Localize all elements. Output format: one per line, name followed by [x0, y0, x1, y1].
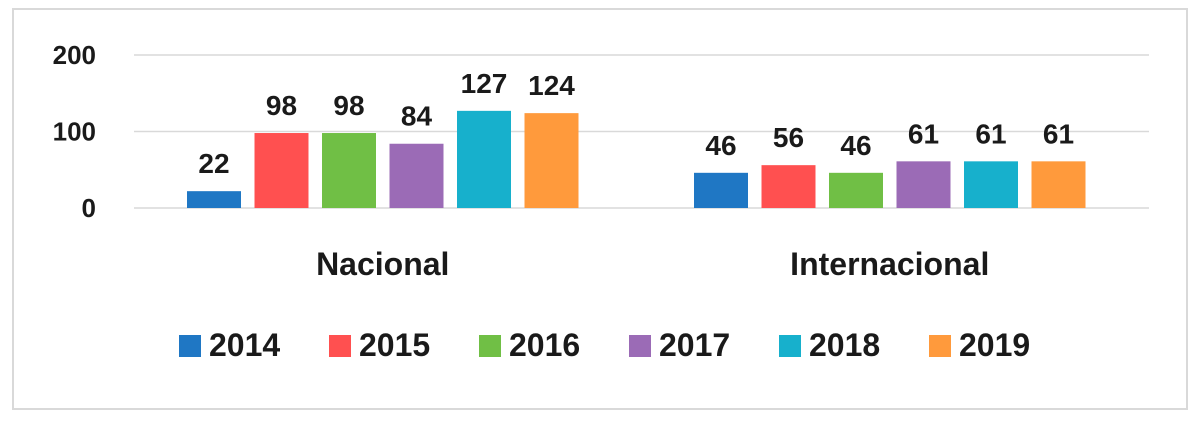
legend-item-2016: 2016: [479, 327, 580, 363]
legend-swatch: [329, 335, 351, 357]
legend-swatch: [779, 335, 801, 357]
legend-label: 2015: [359, 327, 430, 363]
bar-2017-internacional: [896, 161, 951, 208]
data-label: 56: [773, 122, 804, 153]
bars: [187, 110, 1086, 208]
data-label: 84: [401, 101, 433, 132]
legend-item-2017: 2017: [629, 327, 730, 363]
legend-item-2014: 2014: [179, 327, 280, 363]
data-label: 61: [1043, 118, 1074, 149]
data-label: 46: [705, 130, 736, 161]
data-label: 22: [198, 148, 229, 179]
bar-2018-nacional: [457, 110, 511, 208]
legend-item-2018: 2018: [779, 327, 880, 363]
bar-2016-internacional: [829, 172, 883, 208]
legend-label: 2016: [509, 327, 580, 363]
legend-swatch: [929, 335, 951, 357]
data-label: 98: [333, 90, 364, 121]
bar-2018-internacional: [964, 161, 1018, 208]
bar-2016-nacional: [322, 133, 376, 208]
data-label: 127: [461, 68, 508, 99]
legend-label: 2019: [959, 327, 1030, 363]
data-labels: 22 98 98 84 127 124 46 56 46 61 61 61: [198, 68, 1074, 179]
y-tick-label: 200: [53, 40, 96, 70]
legend-swatch: [179, 335, 201, 357]
data-label: 61: [975, 118, 1006, 149]
y-axis-ticks: 0 100 200: [53, 40, 96, 223]
bar-2019-nacional: [524, 113, 579, 208]
data-label: 98: [266, 90, 297, 121]
bar-2015-nacional: [254, 133, 309, 208]
bar-2014-nacional: [187, 191, 241, 208]
legend-swatch: [629, 335, 651, 357]
legend-item-2019: 2019: [929, 327, 1030, 363]
legend-label: 2018: [809, 327, 880, 363]
bar-chart: 0 100 200 22 98 98 84 127 124 46 56 46 61 61 61 Nacio…: [53, 40, 1149, 363]
legend-label: 2014: [209, 327, 280, 363]
category-label: Internacional: [790, 246, 989, 282]
data-label: 61: [908, 118, 939, 149]
legend-label: 2017: [659, 327, 730, 363]
x-axis-categories: Nacional Internacional: [316, 246, 989, 282]
data-label: 46: [840, 130, 871, 161]
data-label: 124: [528, 70, 575, 101]
bar-2014-internacional: [694, 172, 748, 208]
y-tick-label: 0: [82, 193, 96, 223]
bar-2015-internacional: [761, 165, 816, 208]
bar-2017-nacional: [389, 143, 444, 208]
legend: 2014 2015 2016 2017 2018 2019: [179, 327, 1030, 363]
legend-swatch: [479, 335, 501, 357]
y-tick-label: 100: [53, 117, 96, 147]
chart-frame: 0 100 200 22 98 98 84 127 124 46 56 46 61 61 61 Nacio…: [12, 8, 1188, 410]
category-label: Nacional: [316, 246, 449, 282]
legend-item-2015: 2015: [329, 327, 430, 363]
bar-2019-internacional: [1031, 161, 1086, 208]
